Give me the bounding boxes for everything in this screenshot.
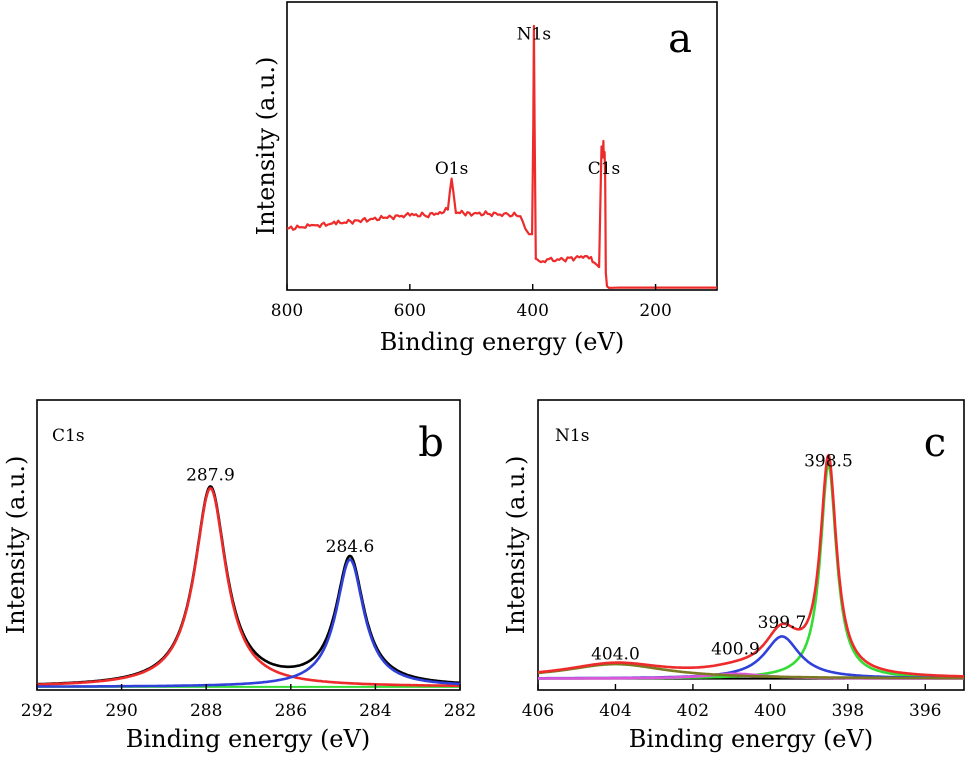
peak-annotation: N1s	[517, 25, 551, 45]
panel-c-y-axis-label: Intensity (a.u.)	[502, 456, 530, 635]
x-tick-label: 396	[909, 701, 941, 721]
x-tick-label: 292	[21, 701, 53, 721]
fit-peak-line	[36, 558, 461, 688]
panel-b-label: b	[418, 420, 444, 466]
x-tick-label: 402	[677, 701, 709, 721]
panel-b-plot-area: 287.9 284.6	[36, 466, 461, 688]
panel-a-x-ticks: 800 600 400 200	[271, 284, 672, 321]
peak-annotation: O1s	[435, 159, 468, 179]
panel-b-x-ticks: 292 290 288 286 284 282	[21, 684, 476, 721]
panel-a-label: a	[668, 16, 692, 62]
x-tick-label: 200	[639, 301, 671, 321]
fit-peak-line	[537, 662, 965, 680]
x-tick-label: 404	[599, 701, 631, 721]
x-tick-label: 290	[105, 701, 137, 721]
panel-a-frame	[286, 1, 718, 291]
panel-c-plot-area: 398.5 399.7 400.9 404.0	[537, 452, 965, 680]
panel-a: N1s O1s C1s 800 600 400 200 Binding energy (e…	[252, 1, 718, 356]
peak-annotation: 287.9	[186, 466, 235, 486]
panel-b-title: C1s	[52, 426, 85, 446]
x-tick-label: 282	[444, 701, 476, 721]
fit-peak-line	[36, 486, 461, 688]
x-tick-label: 284	[359, 701, 391, 721]
x-tick-label: 600	[394, 301, 426, 321]
peak-annotation: 284.6	[326, 537, 375, 557]
panel-c-x-ticks: 406 404 402 400 398 396	[522, 684, 941, 721]
x-tick-label: 286	[275, 701, 307, 721]
envelope-line	[537, 453, 965, 678]
peak-annotation: 400.9	[711, 639, 760, 659]
panel-b-y-axis-label: Intensity (a.u.)	[2, 456, 30, 635]
peak-annotation: 398.5	[804, 452, 853, 472]
envelope-line	[36, 485, 461, 686]
x-tick-label: 398	[832, 701, 864, 721]
panel-b-x-axis-label: Binding energy (eV)	[126, 725, 370, 753]
x-tick-label: 400	[516, 301, 548, 321]
panel-a-y-axis-label: Intensity (a.u.)	[252, 57, 280, 236]
panel-c-frame	[537, 399, 965, 691]
panel-a-x-axis-label: Binding energy (eV)	[380, 328, 624, 356]
x-tick-label: 400	[754, 701, 786, 721]
peak-annotation: C1s	[588, 159, 621, 179]
peak-annotation: 404.0	[591, 644, 640, 664]
panel-c-title: N1s	[555, 426, 589, 446]
panel-b-frame	[36, 399, 461, 691]
x-tick-label: 288	[190, 701, 222, 721]
panel-b: 287.9 284.6 292 290 288 286 284 282 C1s Bindin…	[2, 399, 476, 753]
panel-c-x-axis-label: Binding energy (eV)	[629, 725, 873, 753]
panel-a-plot-area: N1s O1s C1s	[286, 24, 717, 289]
x-tick-label: 406	[522, 701, 554, 721]
x-tick-label: 800	[271, 301, 303, 321]
peak-annotation: 399.7	[758, 613, 807, 633]
panel-c-label: c	[924, 420, 946, 466]
survey-spectrum-line	[286, 24, 717, 289]
